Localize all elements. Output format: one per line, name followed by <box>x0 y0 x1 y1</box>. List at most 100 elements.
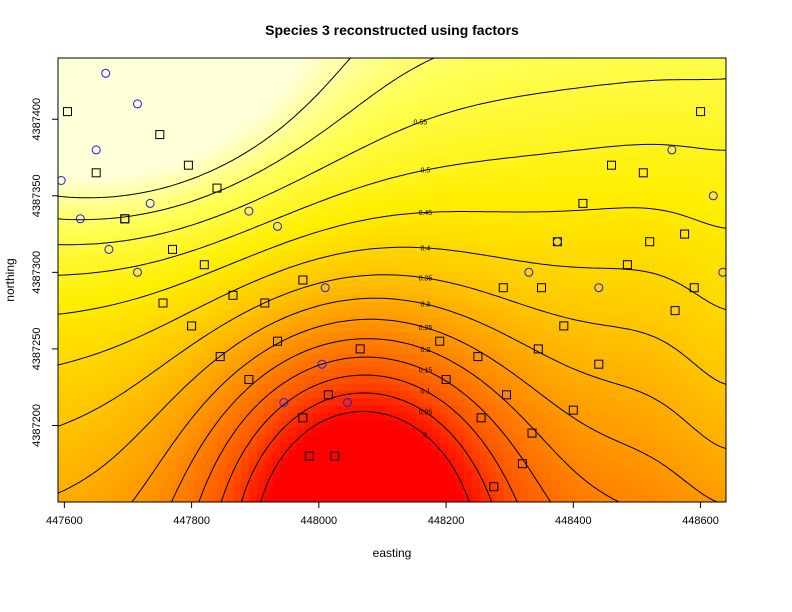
heat-cell <box>344 472 353 481</box>
heat-cell <box>455 80 465 89</box>
heat-cell <box>614 146 624 155</box>
heat-cell <box>105 442 115 451</box>
heat-cell <box>368 287 377 296</box>
heat-cell <box>240 465 250 473</box>
heat-cell <box>407 428 417 436</box>
heat-cell <box>304 494 314 502</box>
heat-cell <box>161 413 170 422</box>
heat-cell <box>209 80 218 89</box>
heat-cell <box>169 398 178 407</box>
heat-cell <box>256 250 266 259</box>
heat-cell <box>543 346 552 355</box>
heat-cell <box>193 176 202 185</box>
heat-cell <box>105 465 115 473</box>
heat-cell <box>479 428 489 436</box>
heat-cell <box>662 117 671 126</box>
heat-cell <box>352 420 361 429</box>
heat-cell <box>431 124 441 133</box>
heat-cell <box>646 294 656 303</box>
heat-cell <box>479 154 489 163</box>
heat-cell <box>145 139 155 148</box>
heat-cell <box>718 265 726 274</box>
heat-cell <box>105 154 115 163</box>
heat-cell <box>97 265 107 274</box>
heat-cell <box>614 324 624 333</box>
heat-cell <box>312 272 322 281</box>
heat-cell <box>471 243 481 251</box>
heat-cell <box>201 494 210 502</box>
heat-cell <box>455 479 465 488</box>
heat-cell <box>169 65 178 74</box>
heat-cell <box>360 324 369 333</box>
heat-cell <box>686 257 695 266</box>
heat-cell <box>65 65 75 74</box>
heat-cell <box>288 479 298 488</box>
heat-cell <box>105 102 115 111</box>
heat-cell <box>662 442 671 451</box>
heat-cell <box>81 405 91 414</box>
heat-cell <box>582 213 592 222</box>
heat-cell <box>392 361 401 370</box>
heat-cell <box>630 265 640 274</box>
heat-cell <box>710 154 719 163</box>
heat-cell <box>582 383 592 392</box>
heat-cell <box>129 139 139 148</box>
heat-cell <box>423 331 433 340</box>
heat-cell <box>582 117 592 126</box>
heat-cell <box>606 457 616 466</box>
heat-cell <box>232 450 242 459</box>
heat-cell <box>58 198 67 207</box>
heat-cell <box>646 65 656 74</box>
heat-cell <box>686 420 695 429</box>
heat-cell <box>407 331 417 340</box>
heat-cell <box>113 413 123 422</box>
heat-cell <box>376 124 385 133</box>
heat-cell <box>264 361 274 370</box>
heat-cell <box>415 250 425 259</box>
heat-cell <box>240 420 250 429</box>
heat-cell <box>423 376 433 385</box>
heat-cell <box>217 309 226 318</box>
heat-cell <box>280 317 290 325</box>
heat-cell <box>129 250 139 259</box>
heat-cell <box>145 442 155 451</box>
heat-cell <box>368 58 377 66</box>
heat-cell <box>360 413 369 422</box>
heat-cell <box>519 87 528 96</box>
heat-cell <box>272 391 282 399</box>
heat-cell <box>304 317 314 325</box>
heat-cell <box>511 331 520 340</box>
heat-cell <box>376 87 385 96</box>
heat-cell <box>352 154 361 163</box>
heat-cell <box>217 272 226 281</box>
heat-cell <box>328 339 337 348</box>
heat-cell <box>447 72 457 81</box>
heat-cell <box>81 479 91 488</box>
heat-cell <box>487 413 496 422</box>
heat-cell <box>559 354 568 362</box>
heat-cell <box>566 391 576 399</box>
heat-cell <box>423 176 433 185</box>
heat-cell <box>81 324 91 333</box>
heat-cell <box>137 435 147 444</box>
heat-cell <box>288 109 298 118</box>
heat-cell <box>240 405 250 414</box>
heat-cell <box>81 450 91 459</box>
heat-cell <box>320 58 329 66</box>
heat-cell <box>399 139 409 148</box>
heat-cell <box>89 95 99 103</box>
heat-cell <box>527 198 536 207</box>
heat-cell <box>113 235 123 244</box>
heat-cell <box>399 250 409 259</box>
heat-cell <box>447 376 457 385</box>
heat-cell <box>105 435 115 444</box>
heat-cell <box>646 472 656 481</box>
heat-cell <box>328 368 337 377</box>
heat-cell <box>598 346 608 355</box>
heat-cell <box>201 132 210 140</box>
heat-cell <box>559 72 568 81</box>
heat-cell <box>304 87 314 96</box>
heat-cell <box>352 243 361 251</box>
heat-cell <box>336 376 345 385</box>
heat-cell <box>105 376 115 385</box>
